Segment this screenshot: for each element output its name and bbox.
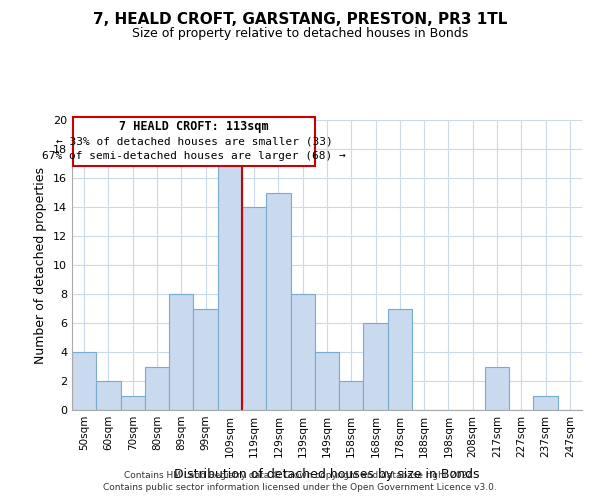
- Bar: [290, 294, 315, 410]
- Bar: [315, 352, 339, 410]
- Bar: [218, 164, 242, 410]
- Bar: [121, 396, 145, 410]
- Bar: [193, 308, 218, 410]
- Bar: [266, 192, 290, 410]
- Bar: [242, 207, 266, 410]
- Bar: [145, 366, 169, 410]
- Text: Contains public sector information licensed under the Open Government Licence v3: Contains public sector information licen…: [103, 484, 497, 492]
- Bar: [533, 396, 558, 410]
- Bar: [73, 117, 315, 166]
- Text: 7, HEALD CROFT, GARSTANG, PRESTON, PR3 1TL: 7, HEALD CROFT, GARSTANG, PRESTON, PR3 1…: [93, 12, 507, 28]
- Text: 67% of semi-detached houses are larger (68) →: 67% of semi-detached houses are larger (…: [42, 150, 346, 160]
- Text: Size of property relative to detached houses in Bonds: Size of property relative to detached ho…: [132, 28, 468, 40]
- Bar: [364, 323, 388, 410]
- X-axis label: Distribution of detached houses by size in Bonds: Distribution of detached houses by size …: [174, 468, 480, 481]
- Y-axis label: Number of detached properties: Number of detached properties: [34, 166, 47, 364]
- Text: ← 33% of detached houses are smaller (33): ← 33% of detached houses are smaller (33…: [56, 136, 332, 146]
- Bar: [485, 366, 509, 410]
- Bar: [388, 308, 412, 410]
- Text: 7 HEALD CROFT: 113sqm: 7 HEALD CROFT: 113sqm: [119, 120, 269, 133]
- Bar: [72, 352, 96, 410]
- Bar: [96, 381, 121, 410]
- Text: Contains HM Land Registry data © Crown copyright and database right 2024.: Contains HM Land Registry data © Crown c…: [124, 471, 476, 480]
- Bar: [169, 294, 193, 410]
- Bar: [339, 381, 364, 410]
